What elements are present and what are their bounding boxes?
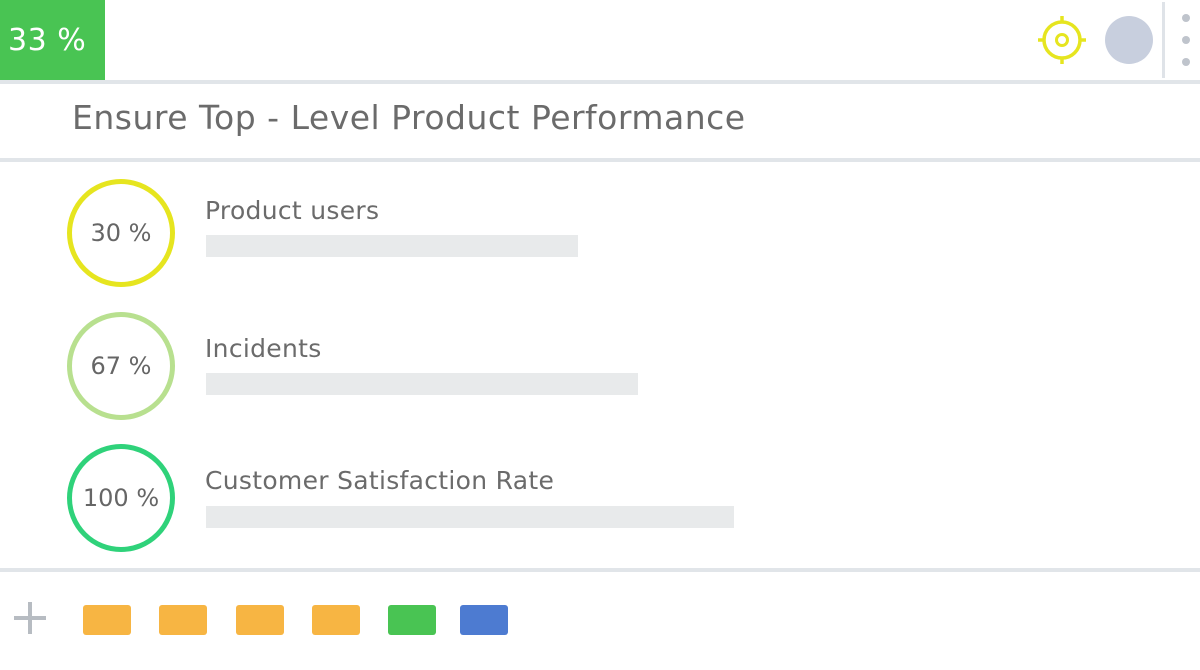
header-bar: 33 % bbox=[0, 0, 1200, 82]
divider bbox=[0, 80, 1200, 84]
header-divider bbox=[1162, 2, 1165, 78]
tag[interactable] bbox=[159, 605, 207, 635]
kpi-bar bbox=[206, 506, 734, 528]
target-icon[interactable] bbox=[1036, 14, 1088, 66]
kebab-menu-icon[interactable] bbox=[1176, 12, 1196, 68]
tag[interactable] bbox=[388, 605, 436, 635]
kpi-label[interactable]: Incidents bbox=[205, 334, 322, 363]
kpi-percent: 30 % bbox=[90, 219, 152, 247]
plus-icon[interactable] bbox=[12, 600, 48, 636]
tag[interactable] bbox=[236, 605, 284, 635]
kpi-percent: 67 % bbox=[90, 352, 152, 380]
goal-title[interactable]: Ensure Top - Level Product Performance bbox=[72, 98, 746, 137]
kpi-bar bbox=[206, 235, 578, 257]
goal-progress-badge: 33 % bbox=[0, 0, 105, 82]
kpi-percent: 100 % bbox=[82, 484, 160, 512]
kpi-label[interactable]: Product users bbox=[205, 196, 380, 225]
divider bbox=[0, 158, 1200, 162]
avatar[interactable] bbox=[1105, 16, 1153, 64]
kpi-bar bbox=[206, 373, 638, 395]
tag[interactable] bbox=[312, 605, 360, 635]
divider bbox=[0, 568, 1200, 572]
kpi-progress-ring: 30 % bbox=[67, 179, 175, 287]
kpi-progress-ring: 67 % bbox=[67, 312, 175, 420]
kpi-progress-ring: 100 % bbox=[67, 444, 175, 552]
kpi-label[interactable]: Customer Satisfaction Rate bbox=[205, 466, 555, 495]
tag[interactable] bbox=[83, 605, 131, 635]
tag[interactable] bbox=[460, 605, 508, 635]
